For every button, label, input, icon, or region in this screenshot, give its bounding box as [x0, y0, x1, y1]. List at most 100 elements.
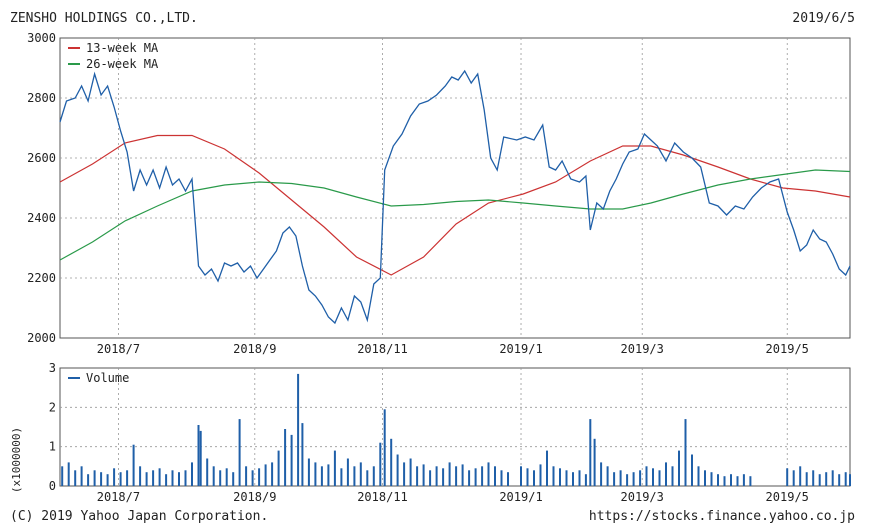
volume-bar — [455, 466, 458, 486]
volume-bar — [500, 470, 503, 486]
volume-bar — [786, 468, 789, 486]
volume-bar — [658, 470, 661, 486]
volume-bar — [613, 472, 616, 486]
volume-bar — [383, 409, 386, 486]
volume-x-tick-label: 2019/3 — [621, 490, 664, 504]
volume-bar — [191, 462, 193, 486]
price-y-ticks: 2000 2200 2400 2600 2800 3000 — [27, 31, 56, 345]
volume-bar — [831, 470, 834, 486]
volume-bar — [353, 466, 356, 486]
volume-bar — [340, 468, 343, 486]
price-y-tick-label: 2600 — [27, 151, 56, 165]
price-grid — [60, 38, 850, 338]
volume-bar — [600, 462, 603, 486]
volume-bar — [359, 462, 362, 486]
volume-bar — [520, 466, 522, 486]
volume-bar — [372, 466, 375, 486]
volume-bar — [565, 470, 568, 486]
price-plot-area — [59, 37, 851, 339]
volume-bar — [307, 458, 310, 486]
volume-bar — [379, 442, 382, 486]
volume-bar — [396, 454, 399, 486]
volume-bar — [507, 472, 509, 486]
volume-bar — [264, 464, 267, 486]
volume-grid — [60, 368, 850, 486]
copyright-text: (C) 2019 Yahoo Japan Corporation. — [10, 509, 268, 524]
volume-bar — [333, 450, 336, 486]
volume-bar — [671, 466, 674, 486]
volume-bar — [314, 462, 317, 486]
volume-bar — [178, 472, 180, 486]
volume-plot-area — [59, 367, 851, 487]
volume-bar — [559, 468, 561, 486]
volume-bar — [297, 373, 300, 486]
price-x-tick-label: 2018/7 — [97, 342, 140, 356]
volume-y-tick-label: 1 — [49, 440, 56, 454]
volume-bar — [461, 464, 464, 486]
volume-bar — [429, 470, 432, 486]
price-x-tick-label: 2019/5 — [766, 342, 809, 356]
volume-x-tick-label: 2018/9 — [233, 490, 276, 504]
volume-bar — [199, 430, 202, 486]
volume-bar — [546, 450, 548, 486]
price-y-tick-label: 2800 — [27, 91, 56, 105]
volume-bar — [805, 472, 808, 486]
volume-bar — [100, 472, 103, 486]
volume-x-tick-label: 2019/5 — [766, 490, 809, 504]
volume-bar — [139, 466, 142, 486]
volume-x-tick-label: 2018/7 — [97, 490, 140, 504]
volume-bar — [93, 470, 96, 486]
price-legend: 13-week MA 26-week MA — [68, 41, 159, 71]
volume-bar — [632, 472, 635, 486]
volume-bar — [238, 419, 241, 486]
volume-bar — [792, 470, 795, 486]
volume-bar — [346, 458, 349, 486]
volume-bar — [578, 470, 581, 486]
volume-bar — [844, 472, 847, 486]
legend-label-volume: Volume — [86, 371, 129, 385]
volume-bar — [584, 474, 587, 486]
volume-bar — [697, 466, 700, 486]
volume-bar — [132, 444, 135, 486]
volume-bar — [184, 470, 187, 486]
volume-bar — [284, 429, 287, 486]
volume-bar — [206, 458, 209, 486]
volume-y-tick-label: 0 — [49, 479, 56, 493]
volume-bar — [526, 468, 529, 486]
volume-bar — [730, 474, 732, 486]
volume-bar — [290, 434, 293, 486]
price-series-line — [59, 69, 851, 325]
ma13-series-line — [59, 134, 851, 276]
volume-y-axis-label: (x1000000) — [10, 427, 23, 493]
price-x-tick-label: 2019/1 — [499, 342, 542, 356]
volume-bar — [212, 466, 215, 486]
volume-bar — [691, 454, 693, 486]
volume-bar — [487, 462, 490, 486]
volume-bar — [684, 419, 687, 486]
volume-bar — [171, 470, 174, 486]
price-y-tick-label: 2000 — [27, 331, 56, 345]
volume-bar — [474, 468, 477, 486]
volume-bar — [812, 470, 815, 486]
volume-bar — [723, 476, 726, 486]
volume-bar — [572, 472, 574, 486]
volume-bar — [619, 470, 622, 486]
volume-bar — [533, 470, 535, 486]
volume-bar — [799, 466, 802, 486]
volume-x-tick-label: 2018/11 — [357, 490, 408, 504]
volume-bar — [119, 472, 122, 486]
volume-bar — [849, 474, 851, 486]
volume-bar — [245, 466, 248, 486]
volume-bar — [225, 468, 228, 486]
volume-bar — [652, 468, 654, 486]
volume-bar — [442, 468, 445, 486]
price-y-tick-label: 2200 — [27, 271, 56, 285]
volume-bar — [366, 470, 369, 486]
price-x-tick-label: 2019/3 — [621, 342, 664, 356]
volume-bar — [409, 458, 412, 486]
volume-bar — [126, 470, 129, 486]
company-title: ZENSHO HOLDINGS CO.,LTD. — [10, 11, 198, 26]
volume-bar — [736, 476, 739, 486]
